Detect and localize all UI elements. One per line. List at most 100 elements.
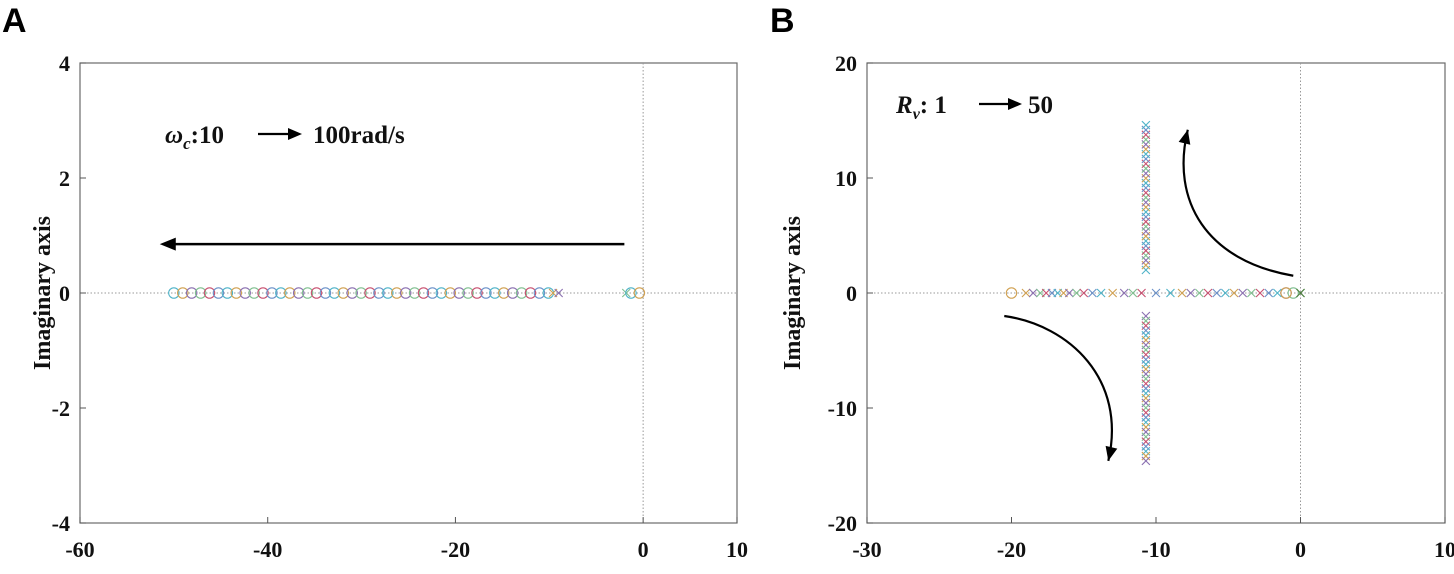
zero-marker bbox=[355, 287, 367, 299]
zero-marker bbox=[633, 287, 646, 299]
pole-stroke bbox=[1119, 288, 1129, 298]
locus-arrow-curve bbox=[1004, 314, 1114, 462]
y-tick-label: -20 bbox=[828, 511, 857, 536]
x-tick-label: -40 bbox=[253, 537, 282, 562]
pole-marker bbox=[1220, 288, 1230, 298]
zero-marker bbox=[346, 287, 358, 299]
zero-marker bbox=[364, 287, 376, 299]
pole-stroke bbox=[1079, 288, 1089, 298]
zero-marker bbox=[337, 287, 350, 299]
y-tick-label: 2 bbox=[59, 166, 70, 191]
zero-marker bbox=[230, 287, 243, 299]
panel-a-markers bbox=[168, 287, 646, 299]
zero-marker bbox=[266, 287, 278, 299]
x-tick-label: -30 bbox=[852, 537, 881, 562]
zero-marker bbox=[177, 287, 189, 299]
panel-b-annot-arrowhead bbox=[1008, 98, 1022, 110]
pole-marker bbox=[1119, 288, 1129, 298]
zero-marker bbox=[417, 287, 430, 299]
zero-marker bbox=[426, 287, 439, 299]
y-tick-label: 0 bbox=[59, 281, 70, 306]
pole-stroke bbox=[1177, 288, 1187, 298]
x-tick-label: -20 bbox=[997, 537, 1026, 562]
panel-b-arrows bbox=[1004, 129, 1294, 462]
pole-marker bbox=[1177, 288, 1187, 298]
zero-marker bbox=[248, 287, 260, 299]
zero-marker bbox=[462, 287, 474, 299]
pole-stroke bbox=[1255, 288, 1265, 298]
zero-marker bbox=[498, 287, 510, 299]
x-tick-label: -10 bbox=[1141, 537, 1170, 562]
y-tick-label: 10 bbox=[835, 166, 857, 191]
zero-marker bbox=[292, 287, 305, 299]
pole-marker bbox=[1028, 288, 1038, 298]
pole-marker bbox=[1079, 288, 1089, 298]
pole-marker bbox=[1272, 288, 1282, 298]
pole-marker bbox=[1255, 288, 1265, 298]
pole-stroke bbox=[1028, 288, 1038, 298]
pole-stroke bbox=[1096, 288, 1106, 298]
pole-stroke bbox=[1212, 288, 1222, 298]
pole-stroke bbox=[1194, 288, 1204, 298]
panel-a-annotation-text: ωc:10 bbox=[165, 122, 224, 153]
pole-marker bbox=[1151, 288, 1161, 298]
panel-a-axes-lines bbox=[80, 63, 737, 523]
zero-marker bbox=[533, 287, 546, 299]
pole-marker bbox=[1072, 288, 1081, 298]
zero-marker bbox=[212, 287, 225, 299]
y-tick-label: 4 bbox=[59, 51, 70, 76]
x-tick-label: 0 bbox=[638, 537, 649, 562]
pole-marker bbox=[1246, 288, 1256, 298]
pole-stroke bbox=[554, 288, 564, 298]
pole-marker bbox=[1141, 120, 1151, 130]
y-tick-label: -10 bbox=[828, 396, 857, 421]
pole-marker bbox=[1088, 288, 1097, 298]
panel-b-annotation-text: Rv: 1 bbox=[895, 92, 947, 123]
panel-b-annotation: Rv: 1 50 bbox=[895, 92, 1053, 123]
panel-b-markers bbox=[1005, 120, 1305, 466]
panel-a-arrows bbox=[159, 237, 625, 251]
pole-stroke bbox=[1272, 288, 1282, 298]
zero-marker bbox=[515, 287, 528, 299]
locus-arrow-curve bbox=[1182, 129, 1294, 277]
locus-arrowhead bbox=[1105, 445, 1118, 461]
zero-marker bbox=[310, 287, 323, 299]
panel-b-annot-from: : 1 bbox=[920, 92, 947, 119]
y-tick-label: 20 bbox=[835, 51, 857, 76]
pole-marker bbox=[1264, 288, 1274, 298]
pole-marker bbox=[1064, 288, 1074, 298]
pole-marker bbox=[1194, 288, 1204, 298]
panel-a-annot-symbol: ω bbox=[165, 122, 183, 149]
pole-stroke bbox=[1021, 288, 1031, 298]
panel-b-letter: B bbox=[770, 2, 795, 40]
zero-marker bbox=[399, 287, 412, 299]
pole-stroke bbox=[1151, 288, 1161, 298]
pole-marker bbox=[1021, 288, 1031, 298]
zero-marker bbox=[203, 287, 216, 299]
pole-stroke bbox=[1186, 288, 1196, 298]
panel-a-annot-to: 100rad/s bbox=[313, 122, 405, 149]
pole-stroke bbox=[1296, 288, 1305, 298]
pole-marker bbox=[1128, 288, 1138, 298]
panel-b-annot-to: 50 bbox=[1028, 92, 1053, 119]
panel-a-annot-sub: c bbox=[183, 134, 191, 153]
panel-a-ylabel: Imaginary axis bbox=[30, 216, 56, 370]
pole-marker bbox=[1229, 288, 1239, 298]
zero-marker bbox=[382, 287, 394, 299]
zero-marker bbox=[1280, 287, 1292, 299]
zero-marker bbox=[408, 287, 421, 299]
zero-marker bbox=[391, 287, 403, 299]
pole-stroke bbox=[1246, 288, 1256, 298]
x-tick-label: -60 bbox=[65, 537, 94, 562]
zero-marker bbox=[185, 287, 198, 299]
zero-marker bbox=[453, 287, 465, 299]
x-tick-label: 10 bbox=[1434, 537, 1454, 562]
zero-marker bbox=[221, 287, 234, 299]
zero-marker bbox=[625, 287, 637, 299]
zero-marker bbox=[480, 287, 492, 299]
panel-b-annot-sub: v bbox=[913, 106, 921, 123]
panel-a-annot-from: :10 bbox=[191, 122, 224, 149]
pole-stroke bbox=[1072, 288, 1081, 298]
